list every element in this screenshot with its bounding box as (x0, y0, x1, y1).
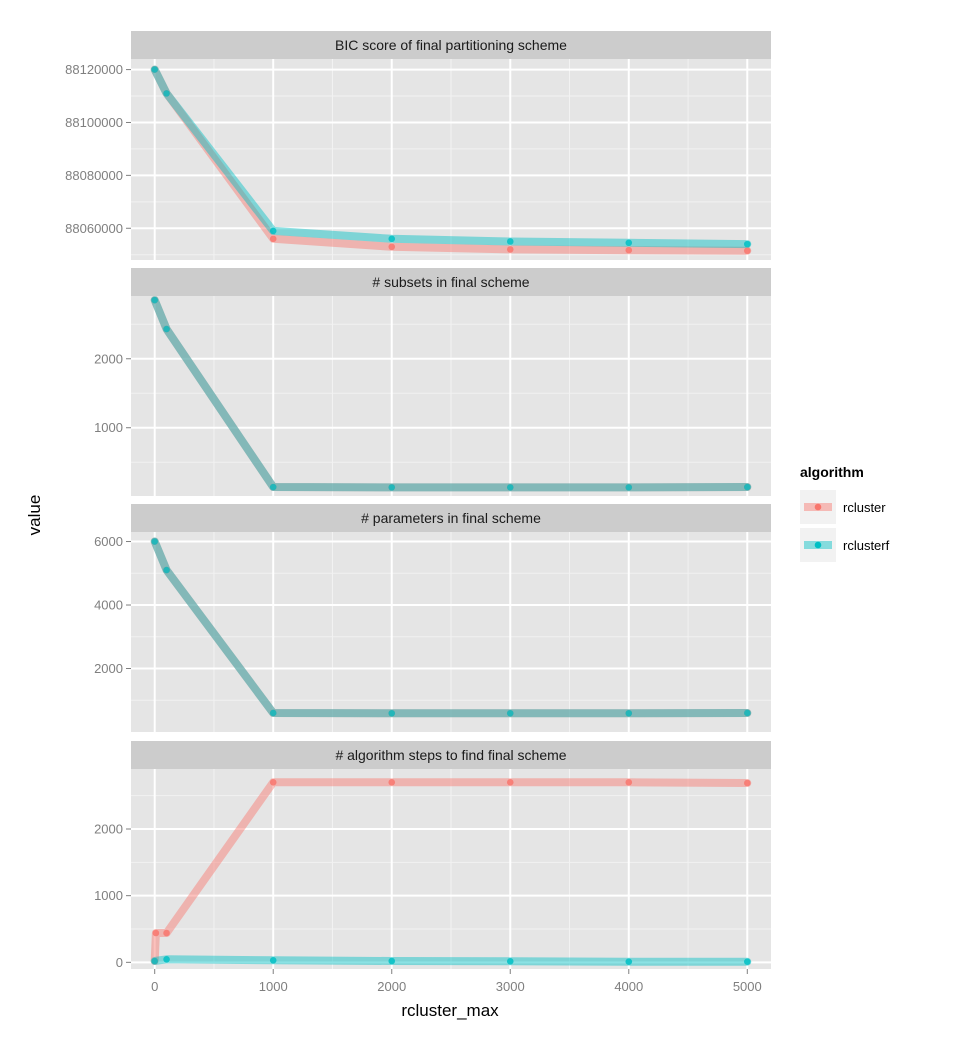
facet-1: BIC score of final partitioning scheme 88… (65, 31, 771, 260)
data-point-rclusterf (506, 709, 514, 717)
data-point-rclusterf (625, 239, 633, 247)
data-point-rclusterf (625, 484, 633, 491)
y-tick-label: 4000 (94, 598, 123, 613)
data-point-rclusterf (163, 566, 170, 574)
x-tick-label: 0 (151, 979, 158, 994)
data-point-rclusterf (269, 227, 277, 235)
facet-strip (131, 504, 771, 532)
data-point-rclusterf (163, 325, 170, 333)
legend-label: rclusterf (843, 538, 890, 553)
data-point-rclusterf (388, 709, 396, 717)
data-point-rclusterf (743, 709, 751, 717)
series-line-rclusterf (150, 955, 752, 966)
y-tick-label: 2000 (94, 351, 123, 366)
y-tick-label: 88060000 (65, 221, 123, 236)
data-point-rcluster (269, 235, 277, 243)
facet-strip (131, 31, 771, 59)
facet-title: # parameters in final scheme (361, 510, 541, 526)
data-point-rcluster (388, 243, 396, 251)
data-point-rclusterf (743, 240, 751, 248)
facet-title: # subsets in final scheme (372, 274, 529, 290)
y-tick-label: 1000 (94, 888, 123, 903)
data-point-rclusterf (388, 957, 396, 965)
x-axis: 0 1000 2000 3000 4000 5000 (151, 969, 762, 994)
data-point-rclusterf (269, 957, 277, 964)
data-point-rcluster (625, 779, 633, 786)
legend-title: algorithm (800, 464, 864, 480)
y-tick-label: 2000 (94, 661, 123, 676)
facet-2: # subsets in final scheme 1000 2000 (94, 268, 771, 496)
y-tick-label: 88080000 (65, 168, 123, 183)
data-point-rclusterf (151, 66, 159, 73)
y-tick-label: 0 (116, 955, 123, 970)
x-tick-label: 3000 (496, 979, 525, 994)
data-point-rclusterf (151, 957, 159, 965)
y-tick-label: 2000 (94, 822, 123, 837)
facet-strip (131, 268, 771, 296)
x-tick-label: 4000 (614, 979, 643, 994)
facet-panels: BIC score of final partitioning scheme 88… (65, 31, 771, 970)
data-point-rcluster (152, 929, 160, 937)
data-point-rclusterf (506, 484, 514, 491)
legend-label: rcluster (843, 500, 886, 515)
data-point-rclusterf (151, 296, 159, 304)
data-point-rclusterf (625, 958, 633, 965)
data-point-rclusterf (163, 90, 170, 97)
data-point-rcluster (163, 929, 170, 937)
facet-3: # parameters in final scheme 2000 4000 6000 (94, 504, 771, 732)
y-axis-title: value (25, 495, 44, 536)
x-tick-label: 5000 (733, 979, 762, 994)
y-tick-label: 1000 (94, 420, 123, 435)
data-point-rclusterf (625, 709, 633, 717)
data-point-rcluster (388, 779, 396, 786)
legend-point-rcluster (814, 503, 822, 511)
data-point-rclusterf (388, 235, 396, 243)
data-point-rclusterf (743, 483, 751, 491)
x-tick-label: 1000 (259, 979, 288, 994)
y-tick-label: 88120000 (65, 62, 123, 77)
data-point-rclusterf (506, 958, 514, 965)
y-tick-label: 6000 (94, 534, 123, 549)
legend: algorithm rcluster rclusterf (800, 464, 890, 562)
data-point-rclusterf (163, 956, 170, 963)
data-point-rclusterf (269, 709, 277, 717)
data-point-rcluster (269, 779, 277, 786)
data-point-rclusterf (151, 538, 159, 545)
facet-title: BIC score of final partitioning scheme (335, 37, 567, 53)
data-point-rclusterf (506, 238, 514, 245)
x-tick-label: 2000 (377, 979, 406, 994)
facet-title: # algorithm steps to find final scheme (335, 747, 566, 763)
data-point-rcluster (743, 247, 751, 255)
data-point-rcluster (625, 246, 633, 254)
data-point-rclusterf (388, 484, 396, 491)
data-point-rcluster (743, 779, 751, 787)
legend-point-rclusterf (814, 541, 822, 549)
y-tick-label: 88100000 (65, 115, 123, 130)
facet-4: # algorithm steps to find final scheme 0 1… (94, 741, 771, 970)
data-point-rcluster (506, 246, 514, 253)
data-point-rcluster (506, 779, 514, 786)
data-point-rclusterf (743, 958, 751, 965)
x-axis-title: rcluster_max (401, 1001, 499, 1020)
data-point-rclusterf (269, 483, 277, 491)
facet-strip (131, 741, 771, 769)
